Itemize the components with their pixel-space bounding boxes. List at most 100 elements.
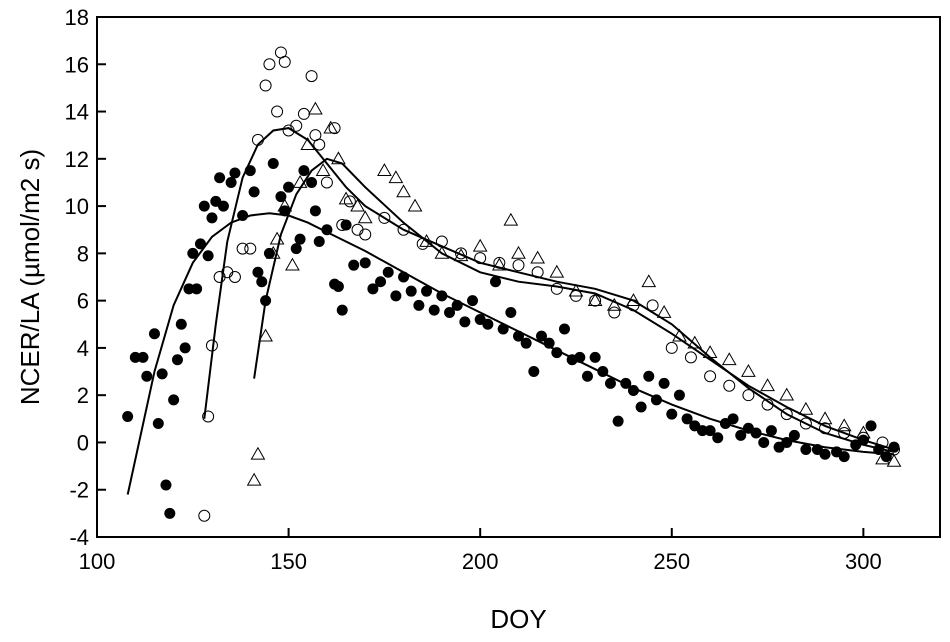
filled-circle-point	[217, 200, 229, 212]
fit-curve-1	[126, 212, 895, 495]
open-triangle-point	[250, 446, 266, 460]
filled-circle-point	[252, 266, 264, 278]
y-axis-label: NCER/LA (µmol/m2 s)	[15, 149, 45, 405]
open-circle-point	[378, 211, 391, 224]
filled-circle-point	[444, 306, 456, 318]
open-circle-point	[313, 138, 326, 151]
filled-circle-point	[237, 210, 249, 222]
filled-circle-point	[505, 306, 517, 318]
filled-circle-point	[129, 351, 141, 363]
filled-circle-point	[283, 181, 295, 193]
filled-circle-point	[627, 384, 639, 396]
y-tick-label: 12	[65, 147, 89, 172]
open-triangle-point	[491, 257, 507, 271]
y-tick-label: 14	[65, 100, 89, 125]
open-circle-point	[305, 70, 318, 83]
filled-circle-point	[781, 436, 793, 448]
open-triangle-point	[549, 264, 565, 278]
filled-circle-point	[398, 271, 410, 283]
open-circle-point	[336, 219, 349, 231]
open-circle-point	[205, 339, 218, 352]
open-triangle-point	[568, 283, 584, 297]
filled-circle-point	[490, 276, 502, 288]
filled-circle-point	[467, 295, 479, 307]
open-triangle-point	[357, 210, 373, 224]
filled-circle-point	[336, 304, 348, 316]
open-triangle-point	[626, 293, 641, 307]
filled-circle-point	[141, 370, 153, 382]
filled-circle-point	[267, 158, 279, 170]
filled-circle-point	[581, 370, 593, 382]
filled-circle-point	[405, 285, 417, 297]
filled-circle-point	[313, 236, 325, 248]
filled-circle-point	[589, 351, 601, 363]
filled-circle-point	[206, 212, 218, 224]
x-tick-label: 250	[653, 549, 690, 574]
filled-circle-point	[543, 337, 555, 349]
open-triangle-point	[886, 453, 902, 467]
filled-circle-point	[340, 219, 352, 231]
filled-circle-point	[800, 444, 812, 456]
filled-circle-point	[528, 366, 540, 378]
open-circle-point	[512, 259, 525, 272]
filled-circle-point	[175, 318, 187, 330]
filled-circle-point	[348, 259, 360, 271]
open-triangle-point	[760, 378, 775, 392]
filled-circle-point	[225, 176, 237, 188]
filled-circle-point	[122, 410, 134, 422]
open-triangle-point	[300, 137, 316, 151]
open-circle-point	[251, 133, 264, 146]
open-triangle-point	[798, 401, 814, 415]
open-triangle-point	[265, 245, 281, 259]
x-tick-label: 150	[270, 549, 307, 574]
open-circle-point	[263, 58, 276, 71]
filled-circle-point	[635, 401, 647, 413]
filled-circle-point	[359, 257, 371, 269]
open-circle-point	[320, 176, 333, 189]
open-circle-point	[278, 55, 291, 68]
filled-circle-point	[164, 507, 176, 519]
open-triangle-point	[407, 198, 423, 212]
filled-circle-point	[156, 368, 168, 380]
filled-circle-point	[735, 429, 747, 441]
open-triangle-point	[269, 231, 285, 245]
open-circle-point	[531, 266, 544, 279]
filled-circle-point	[160, 479, 172, 491]
x-tick-label: 300	[845, 549, 882, 574]
filled-circle-point	[148, 328, 160, 340]
open-triangle-point	[856, 425, 871, 439]
filled-circle-point	[198, 200, 210, 212]
y-tick-label: 6	[77, 289, 89, 314]
filled-circle-point	[152, 418, 164, 430]
filled-circle-point	[309, 205, 321, 217]
open-circle-point	[343, 195, 356, 208]
open-triangle-point	[587, 293, 603, 307]
filled-circle-point	[421, 285, 433, 297]
filled-circle-point	[137, 351, 149, 363]
filled-circle-point	[321, 224, 333, 236]
filled-circle-point	[574, 351, 586, 363]
open-circle-point	[198, 509, 211, 522]
open-circle-point	[416, 237, 429, 250]
filled-circle-point	[194, 238, 206, 250]
filled-circle-point	[788, 429, 800, 441]
filled-circle-point	[367, 283, 379, 295]
y-axis-ticks: -4 -2 0 2 4 6 8 10 12 14 16 18	[65, 5, 106, 550]
open-triangle-point	[641, 274, 657, 288]
open-triangle-point	[377, 163, 392, 177]
open-circle-point	[236, 242, 249, 255]
filled-circle-point	[191, 283, 203, 295]
y-tick-label: 0	[77, 430, 89, 455]
filled-circle-point	[187, 247, 199, 259]
open-circle-point	[838, 427, 851, 439]
open-triangle-point	[721, 352, 737, 366]
filled-circle-point	[597, 366, 609, 378]
open-triangle-point	[350, 198, 365, 212]
open-circle-point	[271, 105, 284, 118]
filled-circle-point	[604, 377, 616, 389]
open-triangle-point	[323, 120, 339, 134]
filled-circle-point	[332, 280, 344, 292]
open-circle-point	[359, 228, 372, 241]
y-tick-label: -4	[69, 525, 89, 550]
